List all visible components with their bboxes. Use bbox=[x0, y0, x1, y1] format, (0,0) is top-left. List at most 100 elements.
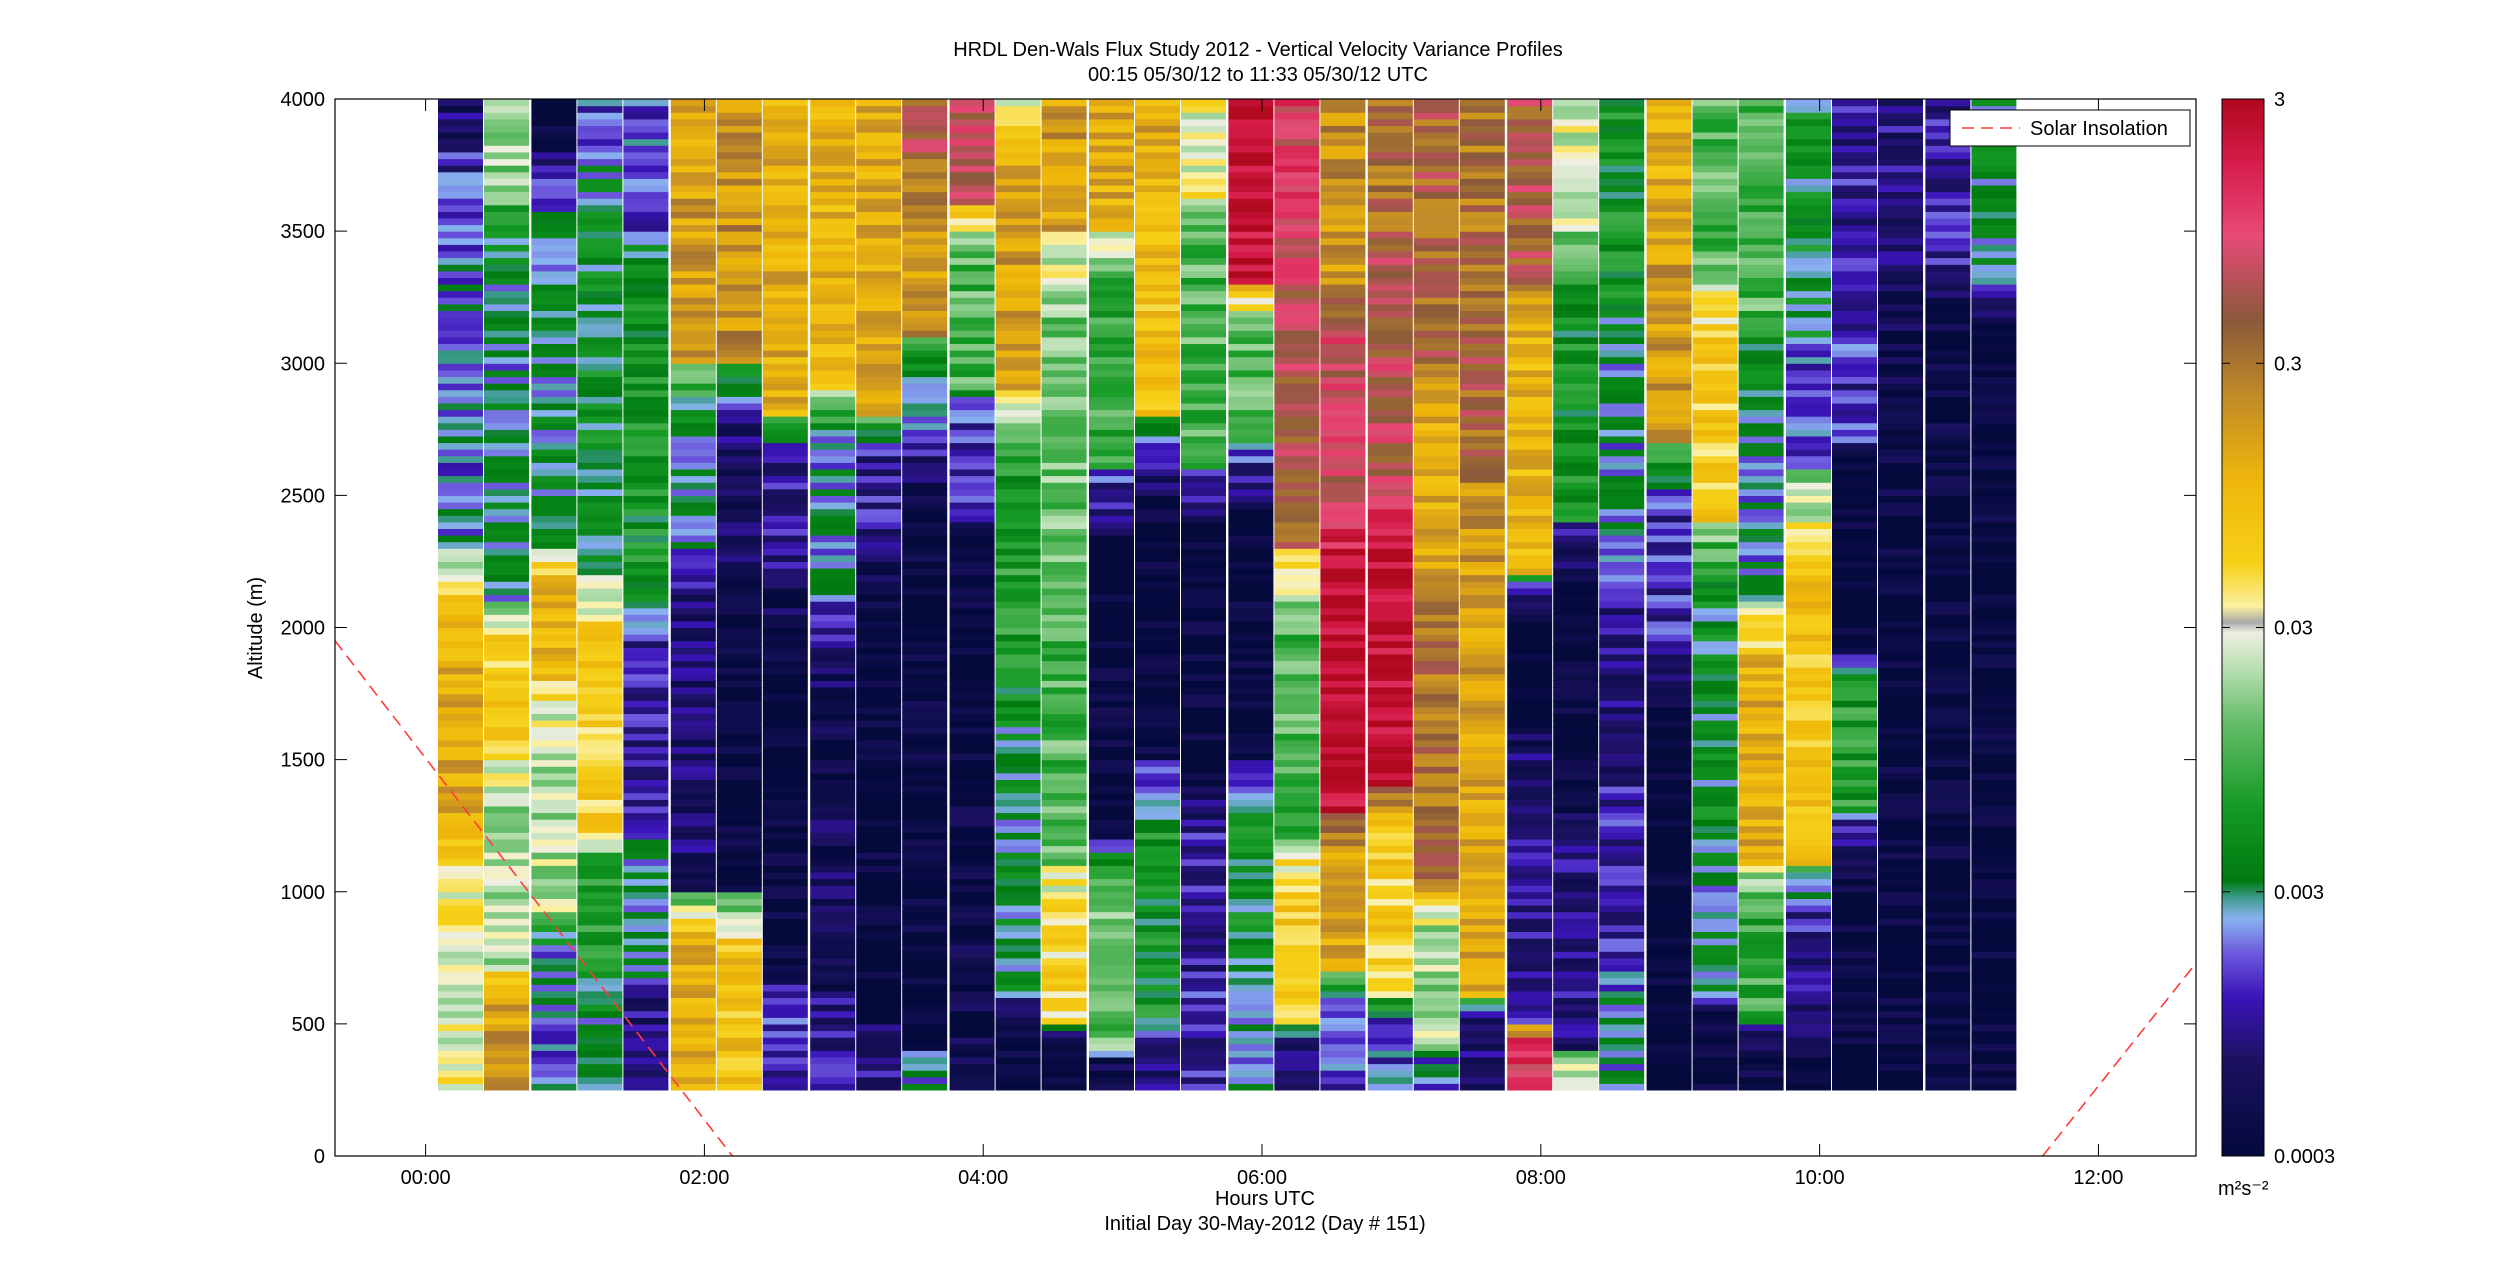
heatmap-cell bbox=[1692, 911, 1738, 919]
heatmap-cell bbox=[902, 753, 948, 761]
heatmap-cell bbox=[1135, 891, 1180, 899]
heatmap-cell bbox=[1878, 739, 1923, 747]
heatmap-cell bbox=[1135, 885, 1180, 893]
heatmap-cell bbox=[623, 211, 669, 219]
heatmap-cell bbox=[1367, 971, 1413, 979]
heatmap-cell bbox=[670, 416, 716, 424]
heatmap-cell bbox=[1367, 369, 1413, 378]
heatmap-cell bbox=[1738, 753, 1784, 761]
heatmap-cell bbox=[1181, 812, 1226, 820]
heatmap-cell bbox=[902, 435, 948, 444]
heatmap-cell bbox=[810, 211, 856, 219]
heatmap-cell bbox=[810, 171, 856, 179]
heatmap-cell bbox=[670, 766, 716, 774]
heatmap-cell bbox=[902, 502, 948, 510]
heatmap-cell bbox=[1692, 237, 1738, 245]
heatmap-cell bbox=[1507, 528, 1553, 536]
heatmap-cell bbox=[1459, 1004, 1505, 1012]
heatmap-cell bbox=[1925, 548, 1971, 556]
heatmap-cell bbox=[1692, 462, 1738, 470]
heatmap-cell bbox=[1692, 634, 1738, 642]
heatmap-cell bbox=[670, 885, 716, 893]
heatmap-cell bbox=[716, 145, 762, 153]
heatmap-cell bbox=[762, 211, 808, 219]
heatmap-cell bbox=[1925, 409, 1971, 417]
heatmap-cell bbox=[1553, 944, 1599, 952]
heatmap-cell bbox=[902, 931, 948, 939]
heatmap-cell bbox=[1971, 957, 2017, 965]
heatmap-cell bbox=[856, 614, 902, 622]
heatmap-cell bbox=[1181, 244, 1226, 252]
heatmap-cell bbox=[1925, 601, 1971, 609]
heatmap-cell bbox=[1553, 1017, 1599, 1025]
heatmap-cell bbox=[716, 118, 762, 126]
heatmap-cell bbox=[949, 581, 995, 589]
heatmap-cell bbox=[531, 105, 577, 113]
heatmap-cell bbox=[810, 561, 856, 569]
heatmap-cell bbox=[1041, 290, 1087, 298]
heatmap-cell bbox=[1692, 601, 1738, 609]
heatmap-cell bbox=[577, 356, 623, 364]
heatmap-cell bbox=[1646, 990, 1692, 998]
heatmap-cell bbox=[1367, 825, 1413, 833]
heatmap-cell bbox=[1786, 145, 1831, 153]
heatmap-cell bbox=[1786, 270, 1831, 278]
heatmap-cell bbox=[1041, 739, 1087, 747]
heatmap-cell bbox=[577, 191, 623, 199]
heatmap-cell bbox=[623, 772, 669, 780]
heatmap-cell bbox=[902, 1004, 948, 1012]
heatmap-cell bbox=[1041, 165, 1087, 173]
heatmap-cell bbox=[1228, 673, 1274, 681]
heatmap-cell bbox=[531, 720, 577, 728]
heatmap-cell bbox=[1041, 429, 1087, 437]
heatmap-cell bbox=[1786, 475, 1831, 483]
heatmap-cell bbox=[1553, 383, 1599, 391]
heatmap-cell bbox=[1367, 990, 1413, 998]
heatmap-cell bbox=[623, 891, 669, 899]
heatmap-cell bbox=[1041, 1083, 1087, 1091]
heatmap-cell bbox=[1599, 700, 1645, 708]
heatmap-cell bbox=[670, 204, 716, 212]
heatmap-cell bbox=[1367, 165, 1413, 173]
heatmap-cell bbox=[716, 759, 762, 767]
heatmap-cell bbox=[1692, 264, 1738, 272]
heatmap-cell bbox=[1553, 211, 1599, 219]
heatmap-cell bbox=[1041, 971, 1087, 979]
heatmap-cell bbox=[438, 416, 483, 424]
heatmap-cell bbox=[995, 614, 1041, 622]
heatmap-cell bbox=[1089, 825, 1134, 833]
heatmap-cell bbox=[1507, 1010, 1553, 1018]
heatmap-cell bbox=[1413, 1023, 1459, 1032]
heatmap-cell bbox=[623, 673, 669, 681]
heatmap-cell bbox=[670, 838, 716, 847]
heatmap-cell bbox=[438, 938, 483, 946]
heatmap-cell bbox=[856, 634, 902, 642]
heatmap-cell bbox=[949, 885, 995, 893]
heatmap-cell bbox=[577, 977, 623, 985]
heatmap-cell bbox=[577, 634, 623, 642]
heatmap-cell bbox=[1320, 601, 1366, 609]
heatmap-cell bbox=[1181, 455, 1226, 463]
heatmap-cell bbox=[1041, 383, 1087, 391]
heatmap-cell bbox=[902, 488, 948, 496]
heatmap-cell bbox=[484, 759, 529, 767]
heatmap-cell bbox=[484, 766, 529, 774]
heatmap-cell bbox=[856, 653, 902, 662]
heatmap-cell bbox=[1089, 1056, 1134, 1065]
heatmap-cell bbox=[1692, 746, 1738, 754]
heatmap-cell bbox=[1274, 1030, 1320, 1038]
heatmap-cell bbox=[623, 918, 669, 926]
heatmap-cell bbox=[1692, 389, 1738, 397]
heatmap-cell bbox=[1925, 779, 1971, 787]
heatmap-cell bbox=[856, 607, 902, 615]
heatmap-cell bbox=[1320, 746, 1366, 754]
heatmap-cell bbox=[1320, 687, 1366, 695]
heatmap-cell bbox=[1041, 614, 1087, 622]
heatmap-cell bbox=[577, 990, 623, 998]
heatmap-cell bbox=[1646, 746, 1692, 754]
heatmap-cell bbox=[1181, 614, 1226, 622]
heatmap-cell bbox=[1786, 290, 1831, 298]
heatmap-cell bbox=[1553, 601, 1599, 609]
heatmap-cell bbox=[1599, 383, 1645, 391]
heatmap-cell bbox=[949, 792, 995, 800]
